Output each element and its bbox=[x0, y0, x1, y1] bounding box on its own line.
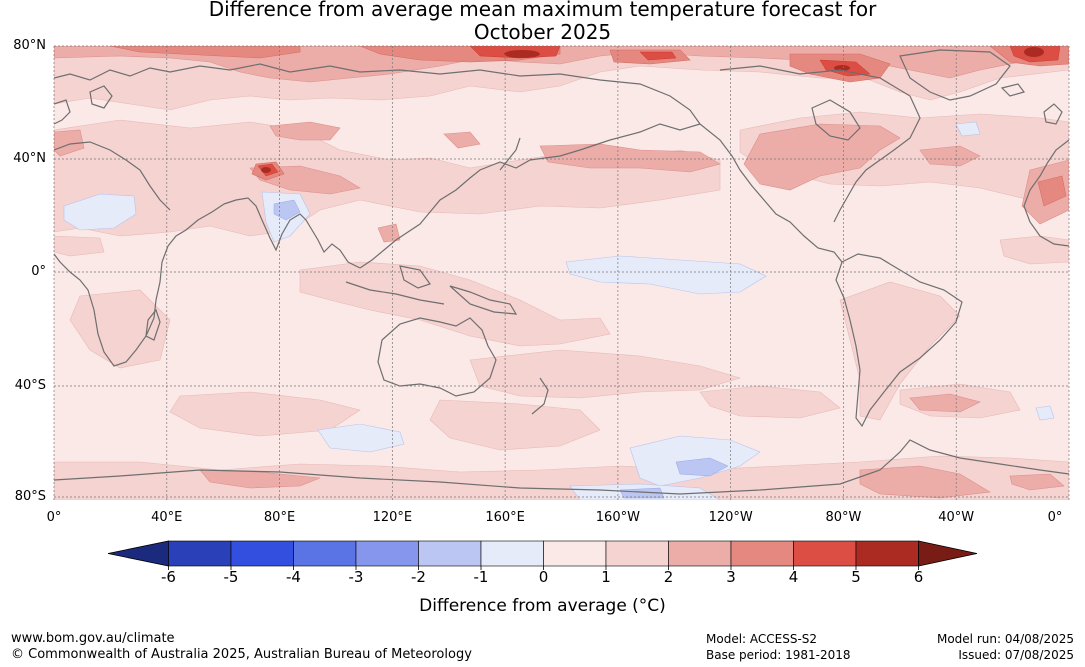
footer-base-period: Base period: 1981-2018 bbox=[706, 648, 851, 662]
colorbar-extend-low bbox=[107, 540, 169, 567]
footer-url[interactable]: www.bom.gov.au/climate bbox=[11, 631, 175, 646]
footer-issued: Issued: 07/08/2025 bbox=[958, 648, 1074, 662]
colorbar-swatch bbox=[543, 540, 607, 567]
colorbar bbox=[107, 540, 978, 570]
colorbar-tick-label: 2 bbox=[663, 568, 674, 586]
latitude-label: 0° bbox=[31, 264, 46, 279]
colorbar-tick-label: 5 bbox=[851, 568, 861, 586]
colorbar-swatch bbox=[793, 540, 857, 567]
longitude-label: 0° bbox=[46, 510, 62, 525]
longitude-label: 80°W bbox=[825, 510, 862, 525]
footer-model-run: Model run: 04/08/2025 bbox=[936, 632, 1074, 646]
longitude-label: 0° bbox=[1047, 510, 1063, 525]
colorbar-swatch bbox=[668, 540, 732, 567]
longitude-label: 160°E bbox=[485, 510, 525, 525]
longitude-label: 160°W bbox=[595, 510, 640, 525]
longitude-label: 80°E bbox=[263, 510, 296, 525]
colorbar-swatch bbox=[230, 540, 294, 567]
colorbar-tick-label: -3 bbox=[348, 568, 364, 586]
latitude-label: 80°N bbox=[13, 38, 46, 53]
colorbar-tick-label: 3 bbox=[726, 568, 736, 586]
latitude-label: 40°S bbox=[14, 378, 46, 393]
colorbar-swatch bbox=[418, 540, 482, 567]
colorbar-tick-label: 4 bbox=[788, 568, 799, 586]
colorbar-tick-label: 1 bbox=[601, 568, 611, 586]
colorbar-swatch bbox=[168, 540, 232, 567]
colorbar-tick-label: 6 bbox=[913, 568, 924, 586]
map-title: Difference from average mean maximum tem… bbox=[208, 0, 877, 21]
longitude-label: 40°E bbox=[151, 510, 183, 525]
colorbar-swatch bbox=[480, 540, 544, 567]
footer-model: Model: ACCESS-S2 bbox=[706, 632, 818, 646]
colorbar-tick-label: -6 bbox=[161, 568, 176, 586]
coastlines bbox=[54, 49, 1069, 495]
colorbar-tick-label: -5 bbox=[223, 568, 239, 586]
colorbar-tick-label: -2 bbox=[411, 568, 426, 586]
colorbar-swatch bbox=[605, 540, 669, 567]
map-subtitle: October 2025 bbox=[473, 20, 612, 44]
footer-copyright: © Commonwealth of Australia 2025, Austra… bbox=[11, 647, 472, 662]
colorbar-label: Difference from average (°C) bbox=[419, 596, 666, 616]
colorbar-swatch bbox=[293, 540, 357, 567]
colorbar-tick-label: -4 bbox=[286, 568, 301, 586]
colorbar-tick-label: 0 bbox=[538, 568, 549, 586]
longitude-label: 120°E bbox=[372, 510, 413, 525]
longitude-label: 40°W bbox=[938, 510, 975, 525]
latitude-label: 40°N bbox=[13, 151, 46, 166]
anomaly-fields bbox=[54, 46, 1069, 500]
latitude-label: 80°S bbox=[14, 489, 46, 504]
colorbar-tick-label: -1 bbox=[473, 568, 489, 586]
colorbar-extend-high bbox=[918, 540, 978, 567]
colorbar-swatch bbox=[730, 540, 794, 567]
colorbar-swatch bbox=[855, 540, 919, 567]
colorbar-swatch bbox=[355, 540, 419, 567]
longitude-label: 120°W bbox=[708, 510, 753, 525]
gridlines bbox=[53, 45, 1070, 500]
